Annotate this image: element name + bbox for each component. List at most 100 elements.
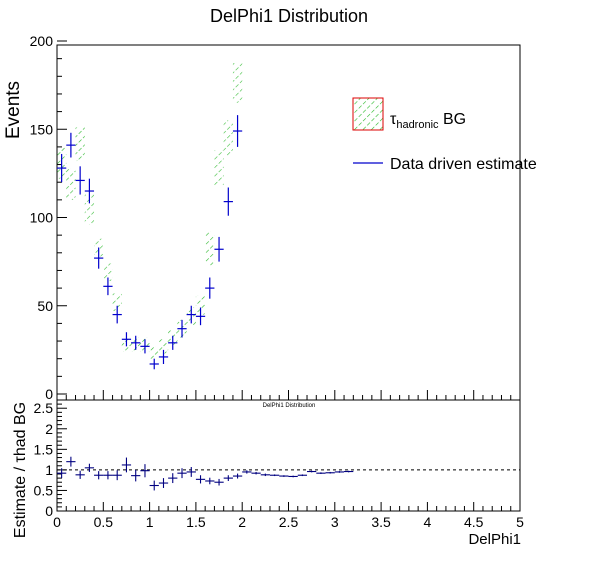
data-point	[205, 277, 215, 299]
x-tick-label: 1	[146, 514, 154, 530]
x-axis-label: DelPhi1	[468, 531, 521, 548]
x-tick-label: 4	[424, 514, 432, 530]
bg-band-bin	[75, 127, 85, 162]
ratio-point	[140, 464, 150, 478]
x-tick-label: 1.5	[186, 514, 206, 530]
lower-panel-title: DelPhi1 Distribution	[263, 403, 316, 409]
legend-band-label: τhadronic BG	[390, 111, 466, 131]
x-tick-label: 4.5	[464, 514, 484, 530]
y-axis-label: Events	[3, 81, 24, 139]
ratio-point	[316, 472, 326, 474]
bg-band-bin	[66, 168, 76, 200]
ratio-point	[57, 468, 67, 479]
data-point	[140, 339, 150, 354]
ratio-point	[84, 463, 95, 472]
lower-panel: DelPhi1 Distribution 0 0.5 1 1.5 2 2.5 0 0.5 1 1.…	[12, 399, 524, 548]
ratio-y-axis-label: Estimate / τhad BG	[12, 402, 29, 538]
data-point	[168, 335, 178, 350]
legend-band-swatch	[352, 97, 384, 131]
ratio-point	[223, 475, 233, 481]
bg-band-bin	[112, 293, 122, 312]
data-point	[94, 247, 104, 269]
ratio-point	[149, 480, 159, 491]
data-point	[214, 236, 224, 262]
data-point	[84, 178, 95, 204]
data-point	[158, 349, 169, 364]
ratio-point	[232, 473, 243, 479]
ratio-point	[121, 457, 132, 473]
ratio-point	[242, 470, 252, 474]
legend: τhadronic BG Data driven estimate	[352, 97, 537, 173]
ratio-y-tick-label: 1.5	[34, 441, 54, 457]
data-point	[66, 132, 76, 158]
upper-panel: 0 50 100 150 200 Events	[3, 33, 521, 402]
ratio-point	[131, 469, 141, 482]
bg-band-bin	[103, 263, 113, 282]
data-point	[131, 335, 141, 350]
ratio-point	[103, 471, 113, 480]
x-tick-label: 2.5	[279, 514, 299, 530]
bg-band-bin	[232, 62, 243, 103]
ratio-point	[112, 470, 122, 481]
ratio-point	[177, 468, 187, 479]
data-point	[103, 277, 113, 296]
bg-band-bin	[149, 346, 159, 359]
x-tick-label: 0	[53, 514, 61, 530]
ratio-point	[288, 475, 298, 478]
ratio-y-tick-label: 2.5	[34, 400, 54, 416]
y-tick-label: 150	[30, 121, 54, 137]
ratio-y-tick-label: 2	[45, 421, 53, 437]
x-tick-label: 2	[238, 514, 246, 530]
ratio-point	[94, 471, 104, 480]
ratio-point	[269, 474, 280, 477]
ratio-y-tick-label: 0.5	[34, 482, 54, 498]
ratio-point	[186, 467, 196, 477]
chart-title: DelPhi1 Distribution	[210, 6, 368, 26]
y-tick-label: 50	[37, 298, 53, 314]
x-tick-label: 3.5	[371, 514, 391, 530]
bg-band-bin	[223, 120, 233, 156]
data-point	[75, 166, 85, 195]
ratio-point	[205, 477, 215, 485]
x-tick-label: 3	[331, 514, 339, 530]
y-tick-label: 0	[45, 386, 53, 402]
ratio-y-tick-label: 0	[45, 503, 53, 519]
y-tick-label: 200	[30, 33, 54, 49]
bg-band-bin	[158, 339, 169, 354]
ratio-point	[334, 471, 345, 473]
ratio-point	[195, 475, 206, 484]
bg-band-bin	[214, 150, 224, 186]
bg-band-bin	[195, 295, 206, 315]
data-point	[195, 307, 206, 326]
data-point	[121, 332, 132, 347]
bg-band-bin	[205, 231, 215, 266]
data-point	[57, 153, 67, 183]
ratio-point	[279, 475, 289, 477]
ratio-point	[66, 456, 76, 467]
bg-band-bin	[84, 194, 95, 225]
data-point	[186, 305, 196, 324]
ratio-point	[168, 473, 178, 484]
data-point	[149, 358, 159, 370]
ratio-point	[75, 470, 85, 479]
ratio-point	[307, 470, 317, 473]
legend-data-label: Data driven estimate	[390, 156, 537, 173]
data-point	[177, 319, 187, 338]
ratio-point	[214, 478, 224, 486]
lower-frame	[56, 399, 521, 512]
x-tick-label: 5	[516, 514, 524, 530]
ratio-point	[251, 471, 261, 475]
x-tick-label: 0.5	[94, 514, 114, 530]
data-point	[223, 187, 233, 216]
ratio-point	[158, 478, 169, 488]
ratio-point	[260, 473, 270, 477]
ratio-point	[325, 471, 335, 474]
ratio-y-tick-label: 1	[45, 462, 53, 478]
y-tick-label: 100	[30, 210, 54, 226]
bg-band-bin	[94, 238, 104, 257]
data-point	[232, 115, 243, 147]
ratio-point	[297, 474, 308, 477]
data-point	[112, 305, 122, 324]
ratio-point	[344, 470, 354, 473]
